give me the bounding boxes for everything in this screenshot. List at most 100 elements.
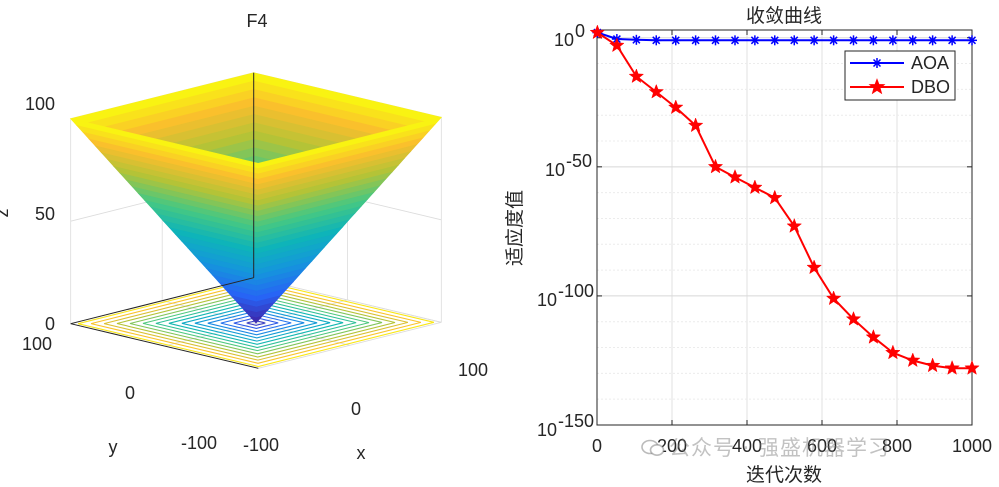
- contour-line: [155, 297, 357, 349]
- data-point-dbo: [707, 158, 724, 174]
- convergence-title: 收敛曲线: [746, 5, 822, 27]
- x-axis-label: x: [357, 443, 366, 463]
- data-point-aoa: [828, 35, 839, 46]
- data-point-dbo: [845, 311, 862, 326]
- contour-line: [77, 278, 435, 368]
- marker-stroke: [632, 35, 641, 44]
- watermark-text: 公众号 · 强盛机器学习: [669, 436, 891, 460]
- axis-ticks: [596, 30, 973, 426]
- legend-marker-dbo-glyph: [868, 78, 886, 95]
- svg-text:10: 10: [537, 420, 557, 440]
- x-tick-label: 1000: [952, 436, 992, 456]
- marker-stroke: [790, 36, 799, 45]
- y-axis-label: y: [109, 437, 118, 457]
- data-point-aoa: [769, 35, 780, 46]
- data-point-aoa: [809, 35, 820, 46]
- surface-title: F4: [246, 11, 267, 31]
- contour-line: [194, 307, 318, 339]
- marker-stroke: [770, 36, 779, 45]
- marker-stroke: [872, 58, 882, 68]
- z-axis-label: z: [0, 209, 12, 218]
- x-tick-label: -100: [243, 435, 279, 455]
- data-point-dbo: [885, 344, 901, 360]
- data-point-dbo: [747, 179, 763, 195]
- contour-line: [103, 285, 409, 361]
- contour-lines: [77, 278, 435, 368]
- contour-line: [207, 310, 305, 336]
- svg-text:-50: -50: [566, 151, 592, 171]
- y-tick-label: 10 0: [554, 21, 585, 50]
- data-point-aoa: [690, 35, 701, 46]
- data-point-dbo: [786, 217, 803, 233]
- marker-stroke: [810, 36, 819, 45]
- surface-mesh: [69, 72, 443, 324]
- data-point-aoa: [947, 35, 958, 46]
- marker-stroke: [948, 36, 957, 45]
- surface-plot-3d: F4 0 50 100 z 100 0 -100 y -100 0 100 x: [0, 11, 488, 463]
- data-point-aoa: [730, 35, 740, 46]
- x-axis-line: [70, 323, 259, 369]
- data-point-aoa: [868, 35, 879, 46]
- marker-stroke: [967, 36, 977, 45]
- axes-3d-lines: [70, 72, 259, 369]
- wechat-icon: [641, 439, 665, 456]
- legend-marker-aoa-glyph: [872, 58, 882, 68]
- legend-label-aoa: AOA: [911, 53, 949, 73]
- data-point-dbo: [825, 290, 842, 306]
- data-point-aoa: [651, 35, 662, 46]
- data-point-dbo: [609, 37, 625, 53]
- marker-stroke: [711, 36, 720, 45]
- marker-stroke: [652, 36, 661, 45]
- marker-stroke: [888, 36, 897, 45]
- y-tick-label: 0: [125, 383, 135, 403]
- marker-stroke: [750, 36, 759, 45]
- x-tick-label: 800: [882, 436, 912, 456]
- data-point-dbo: [964, 359, 980, 375]
- x-tick-label: 0: [351, 399, 361, 419]
- marker-stroke: [908, 36, 917, 45]
- x-tick-label: 400: [732, 436, 762, 456]
- watermark: 公众号 · 强盛机器学习: [641, 432, 981, 460]
- surface-face-front-y-band: [248, 315, 257, 324]
- convergence-chart: 收敛曲线 迭代次数 适应度值 0 200 400 600 800 1000 10…: [504, 5, 992, 486]
- x-tick-label: 0: [592, 436, 602, 456]
- data-point-dbo: [766, 189, 783, 205]
- contour-line: [168, 301, 344, 345]
- contour-line: [142, 294, 370, 352]
- data-point-aoa: [907, 35, 918, 46]
- data-point-aoa: [710, 35, 721, 46]
- data-point-dbo: [904, 352, 921, 368]
- legend-marker-aoa: [872, 58, 882, 68]
- y-tick-label: 100: [22, 334, 52, 354]
- data-point-aoa: [670, 35, 681, 46]
- data-point-dbo: [806, 259, 822, 275]
- y-tick-label: -100: [181, 433, 217, 453]
- series-layer: [589, 24, 980, 375]
- contour-line: [233, 317, 279, 329]
- legend-label-dbo: DBO: [911, 77, 950, 97]
- marker-stroke: [671, 36, 680, 45]
- svg-text:0: 0: [575, 21, 585, 41]
- x-tick-label: 600: [807, 436, 837, 456]
- data-point-aoa: [631, 34, 642, 45]
- z-tick-label: 50: [35, 204, 55, 224]
- data-point-dbo: [944, 359, 960, 375]
- data-point-aoa: [967, 35, 977, 46]
- marker-stroke: [730, 36, 740, 45]
- svg-text:10: 10: [554, 30, 574, 50]
- x-tick-label: 100: [458, 360, 488, 380]
- data-point-dbo: [687, 117, 704, 133]
- y-axis-line: [70, 277, 254, 325]
- contour-line: [181, 304, 331, 342]
- y-tick-label: 10 -50: [545, 151, 592, 180]
- data-point-dbo: [589, 24, 606, 40]
- contour-line: [246, 320, 266, 326]
- data-point-aoa: [848, 35, 859, 46]
- marker-stroke: [829, 36, 838, 45]
- convergence-ylabel: 适应度值: [504, 190, 526, 266]
- legend: AOA DBO: [844, 50, 956, 101]
- svg-text:10: 10: [537, 290, 557, 310]
- plot-frame: [596, 29, 973, 426]
- contour-line: [90, 282, 422, 364]
